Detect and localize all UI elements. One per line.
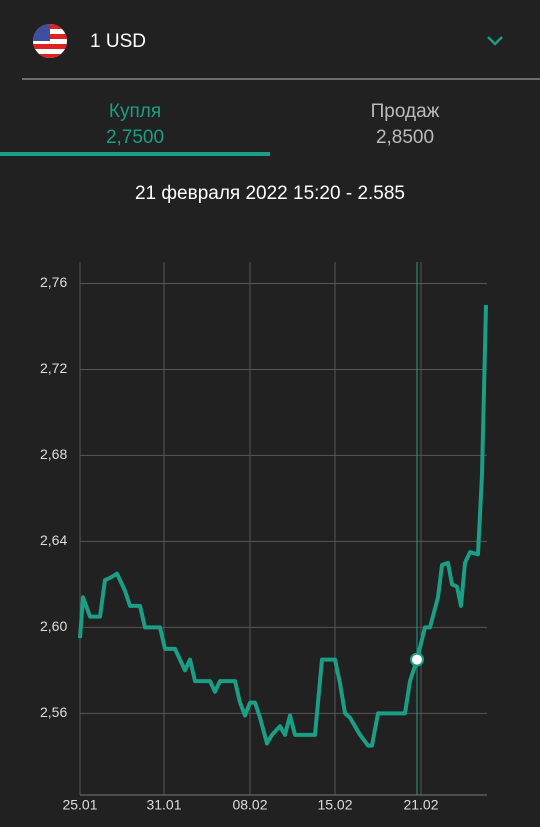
sell-tab[interactable]: Продаж 2,8500: [371, 101, 440, 148]
x-tick-label: 08.02: [232, 797, 267, 813]
x-tick-label: 21.02: [403, 797, 438, 813]
selected-info: 21 февраля 2022 15:20 - 2.585: [135, 183, 405, 204]
chevron: [487, 36, 503, 46]
y-tick-label: 2,56: [40, 704, 67, 720]
currency-selector[interactable]: 1 USD: [33, 24, 503, 59]
tab-value: 2,7500: [106, 127, 164, 148]
buy-tab[interactable]: Купля 2,7500: [0, 101, 270, 156]
flag: [33, 24, 67, 58]
currency-label: 1 USD: [90, 31, 146, 52]
y-tick-label: 2,60: [40, 618, 67, 634]
x-tick-label: 15.02: [317, 797, 352, 813]
x-tick-label: 25.01: [62, 797, 97, 813]
y-tick-label: 2,64: [40, 532, 67, 548]
y-tick-label: 2,76: [40, 274, 67, 290]
tab-indicator: [0, 152, 270, 156]
chart: 2,56 2,60 2,64 2,68 2,72 2,76 25.01 31.01 08.02 1…: [40, 262, 488, 813]
y-tick-label: 2,72: [40, 360, 67, 376]
x-tick-label: 31.01: [146, 797, 181, 813]
tab-value: 2,8500: [376, 127, 434, 148]
y-tick-label: 2,68: [40, 446, 67, 462]
selected-point: [410, 652, 424, 667]
tab-label: Продаж: [371, 101, 440, 122]
tab-label: Купля: [109, 101, 161, 122]
price-line: [78, 304, 488, 748]
